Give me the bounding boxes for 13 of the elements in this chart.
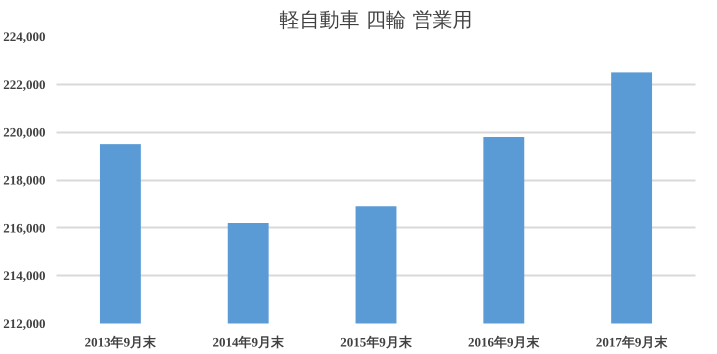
y-tick-label: 224,000 <box>3 29 46 44</box>
x-tick-label: 2015年9月末 <box>340 334 413 350</box>
x-tick-label: 2013年9月末 <box>84 334 158 350</box>
x-tick-label: 2016年9月末 <box>468 334 541 350</box>
y-tick-label: 216,000 <box>3 220 46 236</box>
y-tick-label: 220,000 <box>3 124 46 140</box>
y-tick-label: 218,000 <box>3 172 46 188</box>
y-tick-label: 214,000 <box>3 268 46 284</box>
x-tick-label: 2017年9月末 <box>596 334 668 350</box>
x-tick-label: 2014年9月末 <box>212 334 285 350</box>
y-tick-label: 212,000 <box>3 316 46 331</box>
chart-title: 軽自動車 四輪 営業用 <box>280 8 472 32</box>
y-tick-label: 222,000 <box>3 76 46 92</box>
